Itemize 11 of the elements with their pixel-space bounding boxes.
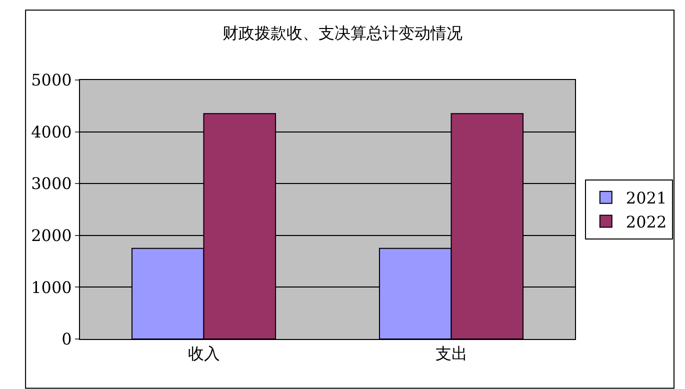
y-tick-label: 5000 (31, 70, 72, 90)
x-tick-label: 收入 (188, 344, 220, 364)
legend-label: 2022 (626, 212, 667, 232)
y-tick-label: 3000 (31, 174, 72, 194)
y-tick-label: 1000 (31, 278, 72, 297)
y-tick-label: 4000 (31, 122, 72, 142)
x-tick-label: 支出 (435, 344, 468, 364)
y-tick-label: 2000 (31, 226, 72, 245)
chart-title: 财政拨款收、支决算总计变动情况 (222, 23, 462, 42)
legend-label: 2021 (626, 188, 667, 208)
y-tick-label: 0 (62, 330, 72, 349)
